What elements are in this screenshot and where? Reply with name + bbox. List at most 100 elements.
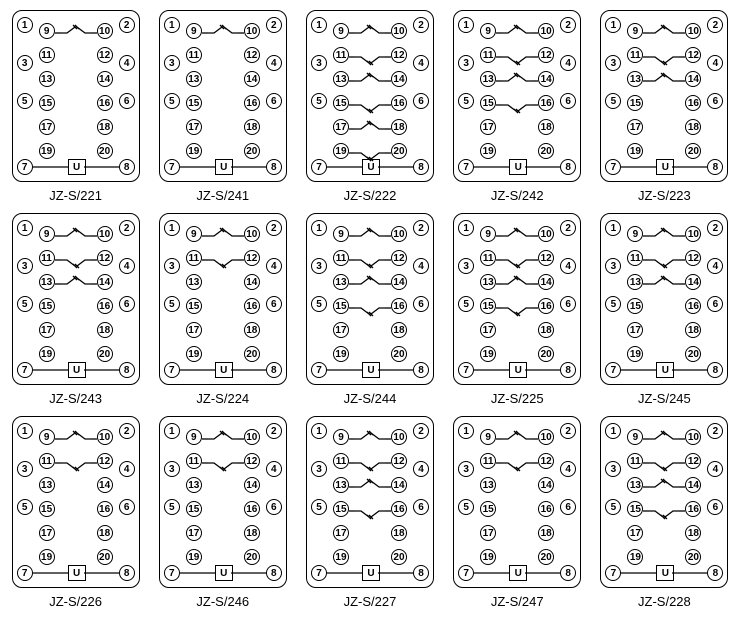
- pin-9: 9: [186, 23, 202, 39]
- pin-10: 10: [391, 23, 407, 39]
- pin-12: 12: [685, 47, 701, 63]
- pin-18: 18: [244, 119, 260, 135]
- pin-18: 18: [685, 525, 701, 541]
- pin-7: 7: [458, 159, 474, 175]
- pin-19: 19: [627, 143, 643, 159]
- relay-diagram: 1234567891011121314151617181920U: [453, 10, 581, 182]
- pin-9: 9: [333, 226, 349, 242]
- relay-diagram: 1234567891011121314151617181920U: [12, 10, 140, 182]
- diagram-label: JZ-S/241: [196, 188, 249, 203]
- pin-5: 5: [458, 93, 474, 109]
- pin-6: 6: [266, 93, 282, 109]
- pin-6: 6: [707, 93, 723, 109]
- diagram-label: JZ-S/227: [344, 594, 397, 609]
- pin-20: 20: [685, 346, 701, 362]
- pin-18: 18: [244, 525, 260, 541]
- pin-11: 11: [627, 453, 643, 469]
- pin-13: 13: [333, 71, 349, 87]
- pin-16: 16: [244, 501, 260, 517]
- relay-cell: 1234567891011121314151617181920UJZ-S/227: [304, 416, 435, 609]
- pin-15: 15: [333, 298, 349, 314]
- pin-5: 5: [17, 499, 33, 515]
- pin-17: 17: [333, 119, 349, 135]
- pin-10: 10: [538, 226, 554, 242]
- pin-3: 3: [164, 461, 180, 477]
- pin-15: 15: [627, 298, 643, 314]
- pin-13: 13: [333, 477, 349, 493]
- pin-12: 12: [538, 250, 554, 266]
- pin-5: 5: [311, 93, 327, 109]
- pin-16: 16: [391, 298, 407, 314]
- pin-1: 1: [311, 423, 327, 439]
- pin-14: 14: [97, 477, 113, 493]
- pin-19: 19: [333, 346, 349, 362]
- pin-19: 19: [480, 143, 496, 159]
- pin-6: 6: [119, 499, 135, 515]
- pin-6: 6: [707, 296, 723, 312]
- pin-6: 6: [119, 296, 135, 312]
- pin-19: 19: [39, 346, 55, 362]
- pin-3: 3: [605, 461, 621, 477]
- pin-4: 4: [119, 461, 135, 477]
- pin-18: 18: [685, 119, 701, 135]
- pin-19: 19: [186, 346, 202, 362]
- pin-19: 19: [186, 143, 202, 159]
- pin-5: 5: [311, 499, 327, 515]
- pin-15: 15: [480, 95, 496, 111]
- pin-11: 11: [333, 453, 349, 469]
- pin-17: 17: [627, 322, 643, 338]
- pin-20: 20: [685, 143, 701, 159]
- pin-19: 19: [39, 143, 55, 159]
- u-symbol: U: [215, 565, 233, 581]
- pin-16: 16: [685, 298, 701, 314]
- pin-20: 20: [97, 143, 113, 159]
- relay-cell: 1234567891011121314151617181920UJZ-S/225: [452, 213, 583, 406]
- diagram-label: JZ-S/224: [196, 391, 249, 406]
- pin-18: 18: [538, 322, 554, 338]
- pin-20: 20: [244, 346, 260, 362]
- pin-15: 15: [333, 95, 349, 111]
- pin-16: 16: [685, 95, 701, 111]
- pin-2: 2: [413, 423, 429, 439]
- pin-4: 4: [560, 258, 576, 274]
- pin-7: 7: [605, 362, 621, 378]
- pin-5: 5: [164, 499, 180, 515]
- relay-diagram: 1234567891011121314151617181920U: [306, 416, 434, 588]
- pin-5: 5: [17, 296, 33, 312]
- pin-20: 20: [97, 346, 113, 362]
- pin-5: 5: [458, 296, 474, 312]
- pin-13: 13: [333, 274, 349, 290]
- pin-2: 2: [560, 17, 576, 33]
- relay-diagram: 1234567891011121314151617181920U: [306, 10, 434, 182]
- pin-2: 2: [266, 423, 282, 439]
- pin-14: 14: [538, 274, 554, 290]
- pin-16: 16: [97, 501, 113, 517]
- pin-15: 15: [39, 298, 55, 314]
- pin-3: 3: [458, 461, 474, 477]
- pin-5: 5: [458, 499, 474, 515]
- pin-7: 7: [17, 565, 33, 581]
- pin-8: 8: [707, 565, 723, 581]
- relay-cell: 1234567891011121314151617181920UJZ-S/244: [304, 213, 435, 406]
- relay-cell: 1234567891011121314151617181920UJZ-S/221: [10, 10, 141, 203]
- pin-17: 17: [186, 119, 202, 135]
- pin-7: 7: [458, 362, 474, 378]
- pin-7: 7: [164, 362, 180, 378]
- pin-10: 10: [538, 429, 554, 445]
- pin-10: 10: [97, 429, 113, 445]
- diagram-label: JZ-S/223: [638, 188, 691, 203]
- pin-19: 19: [333, 143, 349, 159]
- pin-2: 2: [560, 220, 576, 236]
- pin-1: 1: [17, 423, 33, 439]
- pin-20: 20: [538, 549, 554, 565]
- diagram-label: JZ-S/226: [49, 594, 102, 609]
- pin-17: 17: [333, 525, 349, 541]
- pin-17: 17: [186, 525, 202, 541]
- pin-8: 8: [413, 362, 429, 378]
- pin-20: 20: [391, 346, 407, 362]
- pin-14: 14: [685, 274, 701, 290]
- pin-16: 16: [391, 501, 407, 517]
- relay-cell: 1234567891011121314151617181920UJZ-S/247: [452, 416, 583, 609]
- u-symbol: U: [68, 565, 86, 581]
- pin-5: 5: [311, 296, 327, 312]
